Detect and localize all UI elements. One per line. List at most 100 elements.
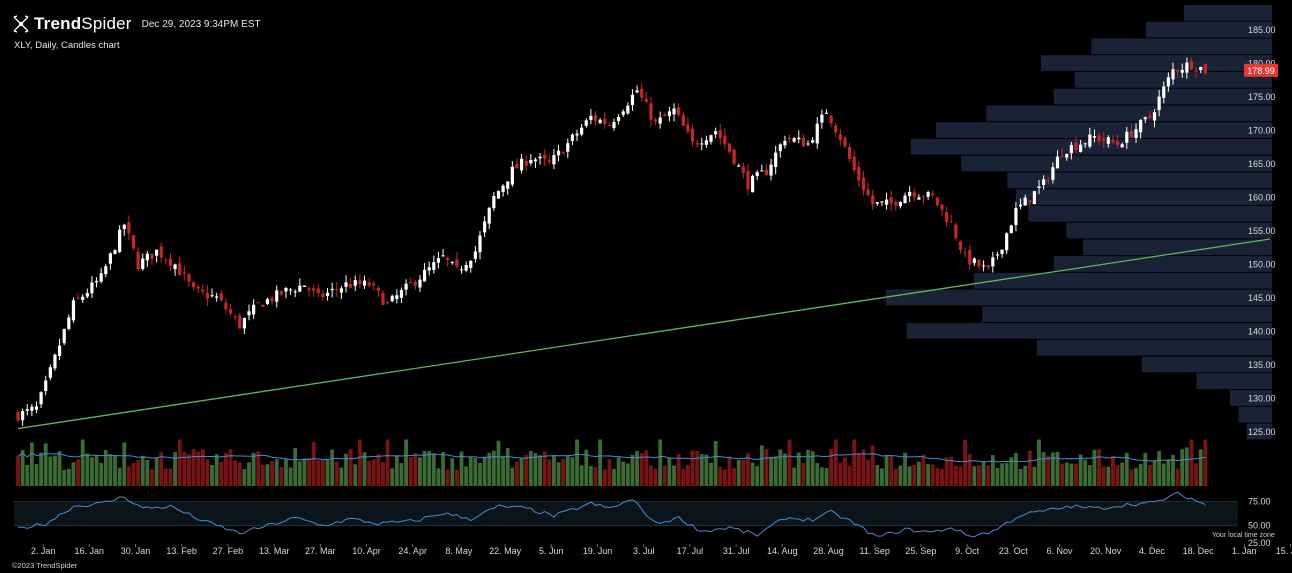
volume-bar: [154, 457, 159, 486]
volume-bar: [371, 459, 376, 486]
volume-bar: [528, 451, 533, 486]
candle-body: [270, 297, 274, 302]
candle-body: [473, 251, 477, 259]
volume-profile-bin: [1007, 172, 1272, 189]
volume-bar: [681, 469, 686, 486]
x-tick-label: 6. Nov: [1046, 546, 1073, 556]
candle-body: [201, 289, 205, 292]
volume-bar: [639, 453, 644, 486]
volume-bar: [274, 459, 279, 486]
volume-bar: [1180, 449, 1185, 486]
volume-bar: [177, 439, 182, 486]
volume-profile-bin: [1091, 38, 1272, 55]
candles: [16, 57, 1207, 426]
volume-bar: [1129, 469, 1134, 486]
candle-body: [159, 246, 163, 258]
candle-body: [824, 112, 829, 114]
volume-bar: [759, 445, 764, 486]
candle-body: [496, 190, 501, 199]
x-tick-label: 15. Jan: [1276, 546, 1292, 556]
volume-bar: [810, 451, 815, 486]
volume-bar: [515, 461, 519, 486]
volume-bar: [1050, 452, 1055, 486]
candle-body: [298, 285, 302, 292]
volume-bar: [150, 468, 154, 486]
volume-bar: [769, 456, 773, 486]
volume-bar: [265, 464, 270, 486]
y-tick-label: 160.00: [1248, 193, 1276, 203]
volume-bar: [792, 467, 797, 486]
volume-bar: [159, 452, 164, 486]
candle-body: [358, 280, 362, 285]
candle-body: [1157, 96, 1161, 111]
candle-body: [1014, 208, 1018, 226]
y-tick-label: 140.00: [1248, 326, 1276, 336]
candle-body: [168, 258, 173, 266]
candle-body: [76, 297, 80, 299]
volume-bar: [930, 464, 935, 486]
candle-body: [746, 170, 750, 190]
volume-profile-bin: [1196, 373, 1272, 390]
volume-bar: [570, 457, 575, 486]
candle-body: [815, 123, 819, 144]
volume-bar: [778, 449, 783, 486]
volume-bar: [709, 462, 713, 486]
candle-body: [926, 192, 930, 197]
volume-bar: [602, 469, 607, 486]
candle-body: [940, 204, 944, 210]
volume-bar: [796, 452, 801, 486]
volume-profile-bin: [1083, 239, 1272, 256]
candle-body: [769, 164, 773, 176]
candle-body: [1115, 141, 1120, 146]
volume-bar: [39, 452, 43, 486]
candle-body: [607, 124, 611, 126]
volume-bar: [1120, 462, 1125, 486]
volume-bar: [1171, 454, 1175, 486]
trendline[interactable]: [17, 238, 1271, 430]
candle-body: [917, 197, 921, 200]
candle-body: [857, 167, 861, 181]
volume-bar: [940, 469, 944, 486]
candle-body: [455, 259, 459, 267]
x-tick-label: 27. Mar: [305, 546, 336, 556]
candle-body: [330, 288, 334, 291]
candle-body: [1083, 143, 1087, 145]
candle-body: [935, 197, 939, 206]
volume-bar: [787, 439, 792, 486]
volume-bar: [1161, 463, 1166, 486]
volume-bar: [1143, 452, 1148, 486]
volume-bar: [256, 451, 261, 486]
x-tick-label: 23. Oct: [999, 546, 1029, 556]
volume-bar: [311, 442, 316, 486]
volume-bar: [815, 462, 820, 486]
volume-bar: [251, 453, 256, 486]
candle-body: [921, 196, 926, 198]
volume-profile-bin: [1238, 406, 1272, 423]
volume-bar: [487, 452, 492, 486]
x-tick-label: 30. Jan: [121, 546, 151, 556]
volume-bar: [773, 456, 778, 486]
candle-body: [196, 286, 200, 289]
candle-body: [626, 105, 630, 114]
candle-body: [1176, 70, 1180, 72]
candle-body: [16, 412, 20, 421]
volume-bar: [917, 461, 921, 486]
volume-bar: [953, 465, 958, 486]
volume-bar: [565, 456, 570, 486]
volume-bar: [321, 459, 325, 486]
candle-body: [1079, 144, 1083, 152]
candle-body: [968, 249, 972, 265]
candle-body: [612, 121, 616, 129]
volume-bar: [1157, 450, 1162, 486]
candle-body: [1162, 86, 1166, 98]
candle-body: [53, 354, 57, 369]
candle-body: [284, 287, 288, 292]
volume-bar: [963, 440, 967, 486]
volume-bar: [893, 468, 898, 486]
candle-body: [704, 140, 708, 145]
candle-body: [1028, 200, 1032, 202]
candle-body: [566, 143, 570, 152]
candle-body: [386, 302, 390, 304]
candle-body: [376, 287, 380, 291]
